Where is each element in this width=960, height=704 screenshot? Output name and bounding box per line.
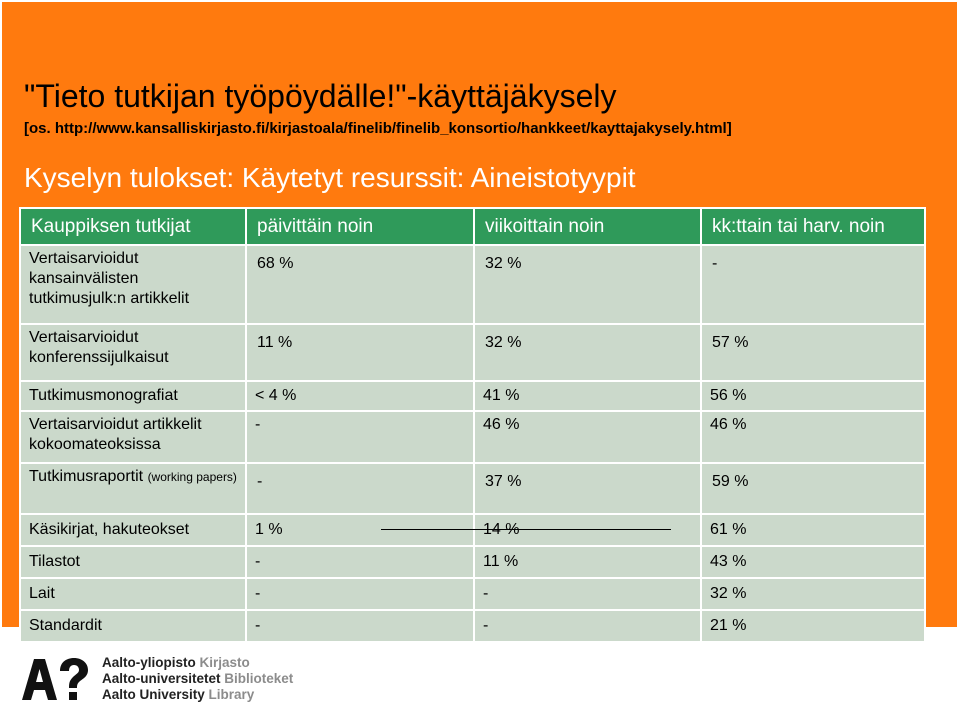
value-weekly: 32 % xyxy=(473,244,702,325)
value-daily: - xyxy=(245,462,475,515)
value-monthly: 61 % xyxy=(700,513,926,547)
value-daily: - xyxy=(245,410,475,464)
row-label: Käsikirjat, hakuteokset xyxy=(19,513,247,547)
value-monthly: 21 % xyxy=(700,609,926,643)
value-weekly: 11 % xyxy=(473,545,702,579)
logo-line: Aalto-universitetet Biblioteket xyxy=(102,671,294,686)
value-monthly: - xyxy=(700,244,926,325)
row-label: Tilastot xyxy=(19,545,247,579)
value-monthly: 32 % xyxy=(700,577,926,611)
value-weekly: 32 % xyxy=(473,323,702,382)
table-row: Standardit - - 21 % xyxy=(19,609,926,643)
table-row: Vertaisarvioidut kansainvälisten tutkimu… xyxy=(19,244,926,325)
value-monthly: 46 % xyxy=(700,410,926,464)
table-row: Vertaisarvioidut konferenssijulkaisut 11… xyxy=(19,323,926,382)
source-reference: [os. http://www.kansalliskirjasto.fi/kir… xyxy=(24,120,732,137)
table-row: Tutkimusmonografiat < 4 % 41 % 56 % xyxy=(19,380,926,412)
slide-title: "Tieto tutkijan työpöydälle!"-käyttäjäky… xyxy=(24,78,617,114)
row-label: Standardit xyxy=(19,609,247,643)
row-label: Lait xyxy=(19,577,247,611)
table-row: Tilastot - 11 % 43 % xyxy=(19,545,926,579)
value-daily: - xyxy=(245,609,475,643)
header-cell-group: Kauppiksen tutkijat xyxy=(19,207,247,246)
value-monthly: 43 % xyxy=(700,545,926,579)
value-monthly: 57 % xyxy=(700,323,926,382)
value-daily: - xyxy=(245,577,475,611)
value-weekly: 14 % xyxy=(473,513,702,547)
row-label: Vertaisarvioidut kansainvälisten tutkimu… xyxy=(19,244,247,325)
value-daily: - xyxy=(245,545,475,579)
value-daily: 11 % xyxy=(245,323,475,382)
slide-subtitle: Kyselyn tulokset: Käytetyt resurssit: Ai… xyxy=(24,162,636,193)
table-row: Käsikirjat, hakuteokset 1 % 14 % 61 % xyxy=(19,513,926,547)
value-weekly: - xyxy=(473,609,702,643)
table-header-row: Kauppiksen tutkijat päivittäin noin viik… xyxy=(19,207,926,246)
value-weekly: 37 % xyxy=(473,462,702,515)
divider-line xyxy=(381,529,671,530)
row-label-note: (working papers) xyxy=(147,470,237,484)
row-label: Tutkimusmonografiat xyxy=(19,380,247,412)
value-daily: 68 % xyxy=(245,244,475,325)
logo-line: Aalto-yliopisto Kirjasto xyxy=(102,655,250,670)
results-table: Kauppiksen tutkijat päivittäin noin viik… xyxy=(19,207,926,643)
value-monthly: 56 % xyxy=(700,380,926,412)
header-cell-daily: päivittäin noin xyxy=(245,207,475,246)
row-label-main: Tutkimusraportit xyxy=(29,468,144,485)
row-label: Tutkimusraportit (working papers) xyxy=(19,462,247,515)
logo-line: Aalto University Library xyxy=(102,687,255,702)
value-monthly: 59 % xyxy=(700,462,926,515)
value-weekly: - xyxy=(473,577,702,611)
header-cell-monthly: kk:ttain tai harv. noin xyxy=(700,207,926,246)
value-daily: < 4 % xyxy=(245,380,475,412)
header-cell-weekly: viikoittain noin xyxy=(473,207,702,246)
value-weekly: 46 % xyxy=(473,410,702,464)
table-row: Tutkimusraportit (working papers) - 37 %… xyxy=(19,462,926,515)
value-daily: 1 % xyxy=(245,513,475,547)
library-logo-text: Aalto-yliopisto Kirjasto Aalto-universit… xyxy=(102,655,293,703)
table-row: Vertaisarvioidut artikkelit kokoomateoks… xyxy=(19,410,926,464)
aalto-logo-icon xyxy=(22,658,88,700)
table-row: Lait - - 32 % xyxy=(19,577,926,611)
row-label: Vertaisarvioidut artikkelit kokoomateoks… xyxy=(19,410,247,464)
value-weekly: 41 % xyxy=(473,380,702,412)
row-label: Vertaisarvioidut konferenssijulkaisut xyxy=(19,323,247,382)
